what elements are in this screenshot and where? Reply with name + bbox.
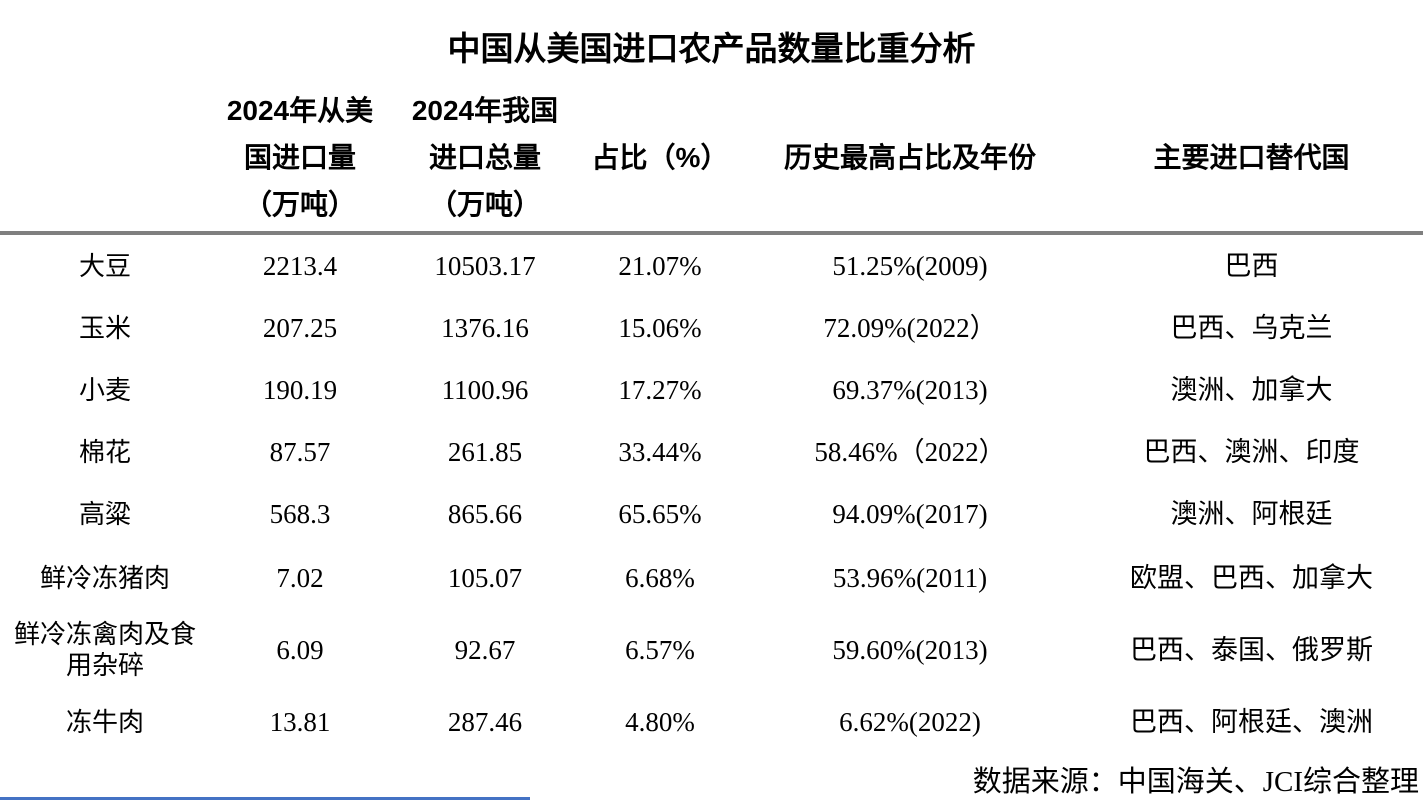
header-line: 进口总量	[428, 142, 541, 173]
total-import-value: 261.85	[447, 436, 523, 467]
header-line: 国进口量	[243, 142, 356, 173]
share-value: 15.06%	[618, 312, 702, 343]
total-import-value: 865.66	[447, 498, 523, 529]
product-name-cell: 鲜冷冻禽肉及食用杂碎	[13, 620, 196, 680]
peak-share-value: 58.46%（2022）	[814, 436, 1006, 467]
substitute-countries: 巴西	[1224, 250, 1279, 281]
table-row: 玉米 207.25 1376.16 15.06% 72.09%(2022） 巴西…	[0, 297, 1423, 359]
table-row: 棉花 87.57 261.85 33.44% 58.46%（2022） 巴西、澳…	[0, 421, 1423, 483]
us-import-value: 7.02	[276, 562, 324, 593]
share-value: 33.44%	[618, 436, 702, 467]
header-line: 2024年从美	[226, 95, 374, 126]
peak-share-value: 72.09%(2022）	[823, 312, 997, 343]
table-row: 鲜冷冻猪肉 7.02 105.07 6.68% 53.96%(2011) 欧盟、…	[0, 545, 1423, 611]
product-name-cell: 高粱	[78, 499, 131, 529]
product-name-cell: 小麦	[78, 375, 131, 405]
peak-share-value: 69.37%(2013)	[832, 374, 988, 405]
us-import-value: 2213.4	[262, 250, 338, 281]
bottom-accent-line	[0, 797, 530, 800]
peak-share-value: 6.62%(2022)	[839, 706, 981, 737]
product-name-cell: 大豆	[78, 251, 131, 281]
us-import-value: 207.25	[262, 312, 338, 343]
product-name-cell: 玉米	[78, 313, 131, 343]
product-name-cell: 棉花	[78, 437, 131, 467]
substitute-countries: 巴西、澳洲、印度	[1143, 436, 1360, 467]
header-line: （万吨）	[428, 189, 541, 220]
peak-share-value: 51.25%(2009)	[832, 250, 988, 281]
total-import-value: 1100.96	[441, 374, 529, 405]
us-import-value: 13.81	[269, 706, 331, 737]
us-import-value: 568.3	[269, 498, 331, 529]
share-value: 21.07%	[618, 250, 702, 281]
share-value: 17.27%	[618, 374, 702, 405]
share-value: 6.57%	[625, 634, 695, 665]
share-value: 65.65%	[618, 498, 702, 529]
product-name-cell: 鲜冷冻猪肉	[39, 563, 170, 593]
peak-share-value: 94.09%(2017)	[832, 498, 988, 529]
share-value: 6.68%	[625, 562, 695, 593]
share-value: 4.80%	[625, 706, 695, 737]
table-row: 鲜冷冻禽肉及食用杂碎 6.09 92.67 6.57% 59.60%(2013)…	[0, 611, 1423, 689]
header-cell-share: 占比（%）	[580, 84, 740, 231]
page-title: 中国从美国进口农产品数量比重分析	[447, 30, 976, 67]
header-cell-historical-peak: 历史最高占比及年份	[740, 84, 1080, 231]
table-body: 大豆 2213.4 10503.17 21.07% 51.25%(2009) 巴…	[0, 235, 1423, 755]
peak-share-value: 53.96%(2011)	[832, 562, 988, 593]
header-cell-substitute-countries: 主要进口替代国	[1080, 84, 1423, 231]
header-line: （万吨）	[243, 189, 356, 220]
source-note: 数据来源：中国海关、JCI综合整理	[972, 766, 1419, 798]
us-import-value: 6.09	[276, 634, 324, 665]
table-row: 高粱 568.3 865.66 65.65% 94.09%(2017) 澳洲、阿…	[0, 483, 1423, 545]
header-cell-product	[0, 84, 210, 231]
peak-share-value: 59.60%(2013)	[832, 634, 988, 665]
us-import-value: 87.57	[269, 436, 331, 467]
substitute-countries: 巴西、泰国、俄罗斯	[1130, 634, 1373, 665]
table-row: 小麦 190.19 1100.96 17.27% 69.37%(2013) 澳洲…	[0, 359, 1423, 421]
product-name-cell: 冻牛肉	[65, 707, 144, 737]
substitute-countries: 欧盟、巴西、加拿大	[1130, 562, 1373, 593]
total-import-value: 287.46	[447, 706, 523, 737]
total-import-value: 1376.16	[441, 312, 529, 343]
header-cell-total-import-volume: 2024年我国 进口总量 （万吨）	[390, 84, 580, 231]
total-import-value: 92.67	[454, 634, 516, 665]
header-line: 主要进口替代国	[1153, 142, 1350, 173]
header-line: 占比（%）	[591, 142, 729, 173]
total-import-value: 105.07	[447, 562, 523, 593]
total-import-value: 10503.17	[434, 250, 536, 281]
substitute-countries: 巴西、乌克兰	[1170, 312, 1333, 343]
us-import-value: 190.19	[262, 374, 338, 405]
header-line: 历史最高占比及年份	[783, 142, 1036, 173]
header-line: 2024年我国	[411, 95, 559, 126]
substitute-countries: 巴西、阿根廷、澳洲	[1130, 706, 1373, 737]
substitute-countries: 澳洲、阿根廷	[1170, 498, 1333, 529]
table-row: 冻牛肉 13.81 287.46 4.80% 6.62%(2022) 巴西、阿根…	[0, 689, 1423, 755]
substitute-countries: 澳洲、加拿大	[1170, 374, 1333, 405]
table-header-row: 2024年从美 国进口量 （万吨） 2024年我国 进口总量 （万吨） 占比（%…	[0, 84, 1423, 235]
table-row: 大豆 2213.4 10503.17 21.07% 51.25%(2009) 巴…	[0, 235, 1423, 297]
header-cell-us-import-volume: 2024年从美 国进口量 （万吨）	[210, 84, 390, 231]
